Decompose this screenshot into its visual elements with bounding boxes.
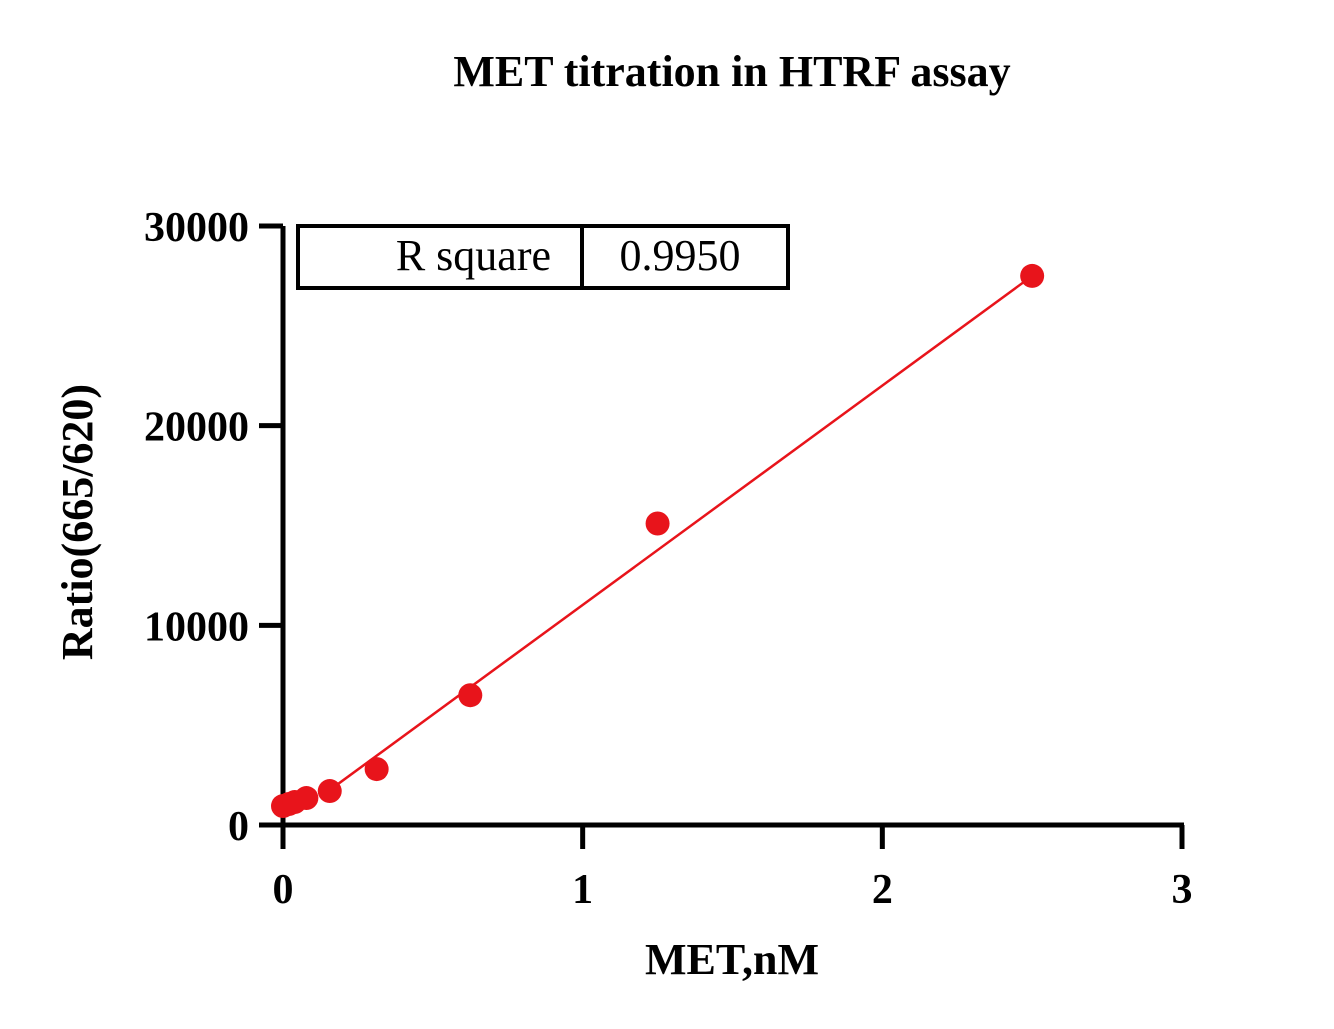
stats-table-value: 0.9950 <box>620 231 741 280</box>
stats-table-border <box>296 224 790 290</box>
x-tick-label: 2 <box>872 867 893 913</box>
fit-line <box>329 274 1033 792</box>
y-tick-label: 20000 <box>144 405 249 451</box>
x-tick-label: 3 <box>1172 867 1193 913</box>
data-point <box>364 757 389 782</box>
stats-table-label: R square <box>396 231 551 280</box>
x-axis-label: MET,nM <box>645 935 819 984</box>
x-tick-label: 0 <box>273 867 294 913</box>
data-points <box>271 263 1045 819</box>
data-point <box>294 786 319 811</box>
y-tick-label: 30000 <box>144 205 249 251</box>
x-tick-label: 1 <box>572 867 593 913</box>
y-axis-label: Ratio(665/620) <box>53 384 102 660</box>
chart-title: MET titration in HTRF assay <box>453 47 1010 96</box>
axes: 0 10000 20000 30000 0 1 2 3 <box>144 205 1193 913</box>
y-tick-label: 0 <box>228 804 249 850</box>
data-point <box>1020 263 1045 288</box>
stats-table: R square 0.9950 <box>296 224 790 290</box>
data-point <box>645 511 670 536</box>
data-point <box>317 779 342 804</box>
y-tick-label: 10000 <box>144 604 249 650</box>
fit-line-group <box>329 274 1033 792</box>
data-point <box>458 683 483 708</box>
